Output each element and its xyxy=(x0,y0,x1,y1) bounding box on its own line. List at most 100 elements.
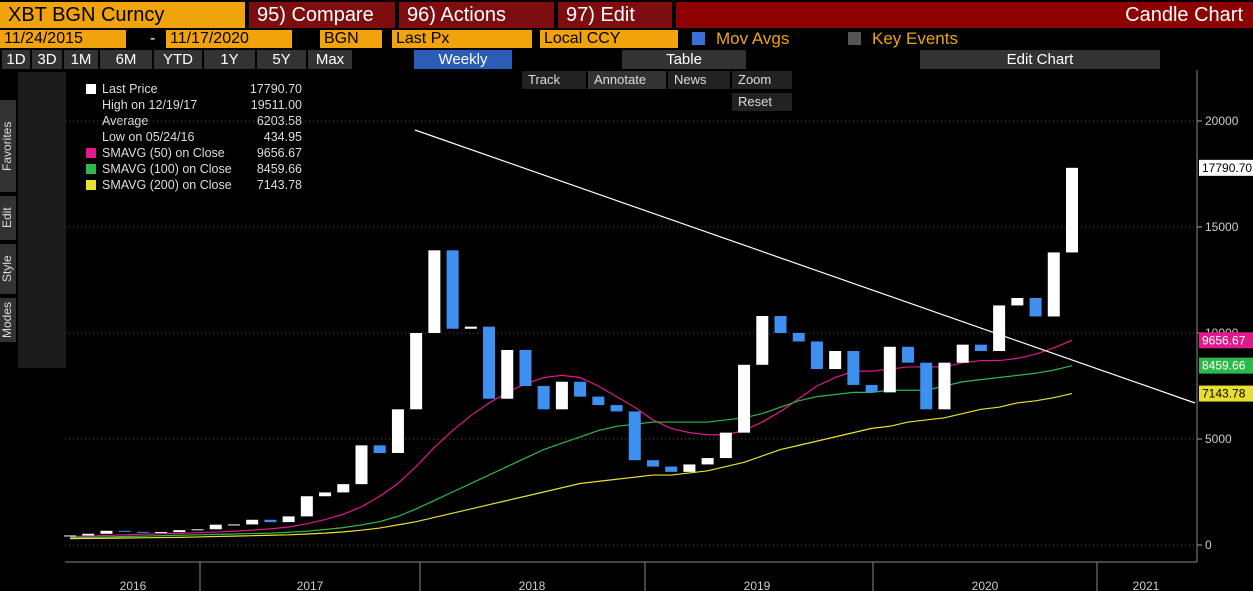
legend-swatch xyxy=(86,180,96,190)
candle xyxy=(683,464,696,472)
toolbar-button[interactable]: Track xyxy=(522,71,586,89)
period-button[interactable]: Max xyxy=(308,50,352,69)
candle xyxy=(337,484,350,493)
candle xyxy=(464,326,477,329)
candle xyxy=(774,316,787,333)
candle xyxy=(792,333,805,342)
period-button[interactable]: 6M xyxy=(100,50,152,69)
x-tick-label: 2020 xyxy=(972,579,999,591)
candle xyxy=(246,519,259,525)
period-button[interactable]: 3D xyxy=(32,50,62,69)
candle xyxy=(537,386,550,410)
candle xyxy=(956,344,969,363)
candle xyxy=(974,344,987,352)
x-tick-label: 2016 xyxy=(120,579,147,591)
mov-avgs[interactable]: Mov Avgs xyxy=(716,29,790,48)
function-title: Candle Chart xyxy=(676,2,1253,28)
candle xyxy=(227,524,240,526)
trendline xyxy=(414,129,1196,404)
field[interactable]: Last Px xyxy=(392,30,532,48)
candle xyxy=(391,409,404,453)
source[interactable]: BGN xyxy=(320,30,382,48)
candle xyxy=(628,411,641,461)
end-date[interactable]: 11/17/2020 xyxy=(166,30,292,48)
period-button[interactable]: 5Y xyxy=(257,50,306,69)
tool-palette[interactable] xyxy=(18,72,66,368)
period-button[interactable]: YTD xyxy=(154,50,202,69)
candle xyxy=(1029,298,1042,317)
candle xyxy=(82,533,95,536)
legend-label: SMAVG (200) on Close xyxy=(102,178,232,192)
candle xyxy=(355,445,368,485)
y-tick-label: 5000 xyxy=(1205,432,1232,446)
price-tag xyxy=(1199,159,1253,176)
x-tick-label: 2021 xyxy=(1133,579,1160,591)
candle xyxy=(756,316,769,365)
menu[interactable]: 95) Compare xyxy=(249,2,395,28)
candle xyxy=(428,250,441,333)
candle xyxy=(483,326,496,399)
moving-average xyxy=(69,365,1073,539)
candle xyxy=(319,492,332,497)
candle xyxy=(155,532,168,534)
candle xyxy=(209,524,222,530)
candle xyxy=(1047,252,1060,317)
menu[interactable]: 96) Actions xyxy=(399,2,554,28)
toolbar-button[interactable]: Annotate xyxy=(588,71,666,89)
menu[interactable]: 97) Edit xyxy=(558,2,672,28)
candle xyxy=(1066,167,1078,253)
checkbox[interactable] xyxy=(692,32,705,45)
legend-value: 17790.70 xyxy=(249,82,302,96)
price-tag xyxy=(1199,332,1253,349)
candle xyxy=(574,381,587,397)
candle xyxy=(1011,298,1024,306)
price-tag-label: 7143.78 xyxy=(1202,387,1246,401)
candle xyxy=(883,346,896,393)
legend-value: 9656.67 xyxy=(256,146,302,160)
candle xyxy=(738,364,751,433)
candle xyxy=(446,250,459,329)
candle xyxy=(300,496,313,517)
frequency[interactable]: Weekly xyxy=(414,50,512,69)
price-tag xyxy=(1199,357,1253,374)
x-tick-label: 2017 xyxy=(297,579,324,591)
toolbar-button[interactable]: Zoom xyxy=(732,71,792,89)
moving-average xyxy=(69,339,1073,538)
price-tag-label: 9656.67 xyxy=(1202,333,1246,347)
moving-average xyxy=(69,392,1073,540)
toolbar-button[interactable]: News xyxy=(668,71,730,89)
candle xyxy=(373,445,386,453)
y-tick-label: 15000 xyxy=(1205,220,1239,234)
candle xyxy=(264,519,277,523)
legend-value: 7143.78 xyxy=(256,178,302,192)
key-events[interactable]: Key Events xyxy=(872,29,958,48)
candle xyxy=(902,346,915,363)
legend-value: 8459.66 xyxy=(256,162,302,176)
price-tag-label: 17790.70 xyxy=(1202,161,1252,175)
start-date[interactable]: 11/24/2015 xyxy=(0,30,126,48)
candle xyxy=(501,349,514,399)
table-button[interactable]: Table xyxy=(622,50,746,69)
period-button[interactable]: 1M xyxy=(64,50,98,69)
date-separator: - xyxy=(150,30,156,47)
legend-swatch xyxy=(86,164,96,174)
currency[interactable]: Local CCY xyxy=(540,30,678,48)
candle xyxy=(610,405,623,412)
security[interactable]: XBT BGN Curncy xyxy=(0,2,245,28)
candle xyxy=(701,458,714,465)
legend-label: SMAVG (50) on Close xyxy=(102,146,225,160)
candle xyxy=(810,341,823,370)
toolbar-button[interactable]: Reset xyxy=(732,93,792,111)
legend-value: 19511.00 xyxy=(250,98,302,112)
edit-chart-button[interactable]: Edit Chart xyxy=(920,50,1160,69)
period-button[interactable]: 1D xyxy=(2,50,30,69)
candle xyxy=(519,349,532,386)
period-button[interactable]: 1Y xyxy=(204,50,255,69)
checkbox[interactable] xyxy=(848,32,861,45)
legend-label: Last Price xyxy=(102,82,158,96)
legend-value: 6203.58 xyxy=(256,114,302,128)
candle xyxy=(865,384,878,393)
legend-swatch xyxy=(86,148,96,158)
